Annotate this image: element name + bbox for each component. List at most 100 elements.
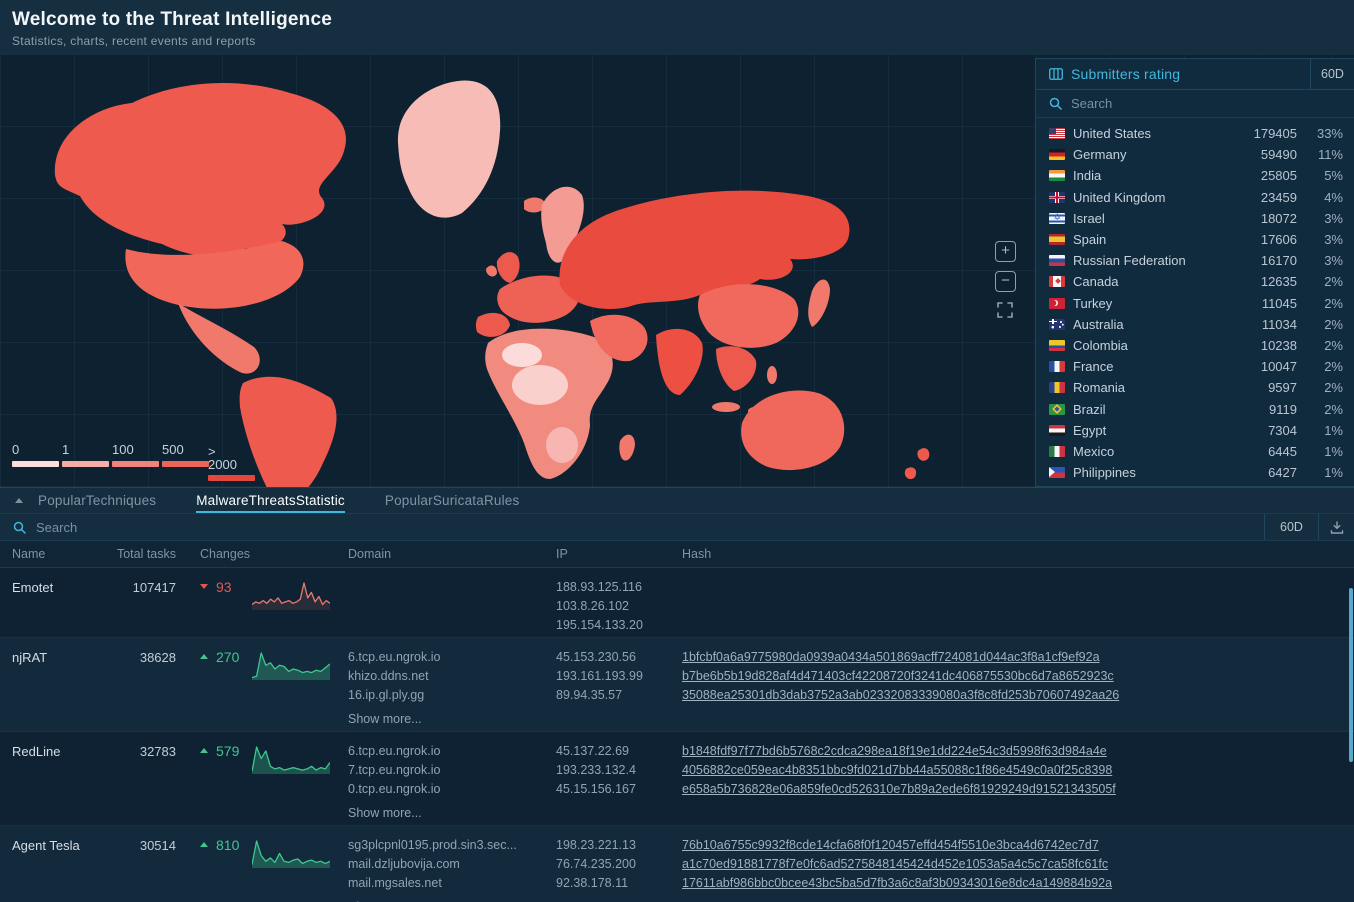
country-row[interactable]: Brazil 9119 2% — [1036, 398, 1354, 419]
map-region-russia[interactable] — [559, 190, 850, 309]
country-name: Israel — [1073, 210, 1105, 226]
country-row[interactable]: United Kingdom 23459 4% — [1036, 187, 1354, 208]
table-row: njRAT 38628 270 6.tcp.eu.ngrok.io khizo.d… — [0, 638, 1354, 732]
map-region-united-kingdom[interactable] — [496, 252, 520, 283]
country-row[interactable]: Egypt 7304 1% — [1036, 420, 1354, 441]
tab-populartechniques[interactable]: PopularTechniques — [38, 493, 157, 508]
ip-list: 45.137.22.69 193.233.132.4 45.15.156.167 — [556, 742, 682, 823]
column-header-domain[interactable]: Domain — [348, 547, 392, 561]
country-row[interactable]: United States 179405 33% — [1036, 123, 1354, 144]
country-row[interactable]: Colombia 10238 2% — [1036, 335, 1354, 356]
submitters-search-input[interactable] — [1071, 96, 1341, 111]
zoom-out-button[interactable]: − — [995, 271, 1016, 292]
hash-link[interactable]: 76b10a6755c9932f8cde14cfa68f0f120457effd… — [682, 838, 1099, 852]
map-region-southern-africa[interactable] — [546, 427, 578, 463]
ip-item: 193.161.193.99 — [556, 669, 643, 683]
malware-name[interactable]: Agent Tesla — [12, 838, 80, 853]
hash-link[interactable]: e658a5b736828e06a859fe0cd526310e7b89a2ed… — [682, 782, 1116, 796]
hash-link[interactable]: 4056882ce059eac4b8351bbc9fd021d7bb44a550… — [682, 763, 1113, 777]
country-count: 25805 — [1260, 168, 1297, 184]
country-name: United States — [1073, 126, 1152, 142]
map-region-ireland[interactable] — [486, 265, 497, 277]
country-row[interactable]: Spain 17606 3% — [1036, 229, 1354, 250]
map-region-india[interactable] — [656, 328, 703, 395]
collapse-toggle[interactable] — [0, 498, 38, 503]
map-region-greenland[interactable] — [397, 80, 501, 218]
table-scrollbar[interactable] — [1349, 588, 1353, 762]
submitters-search[interactable] — [1036, 90, 1354, 118]
country-percent: 3% — [1324, 253, 1343, 269]
malware-name[interactable]: Emotet — [12, 580, 54, 595]
map-region-japan[interactable] — [808, 279, 830, 327]
column-header-hash[interactable]: Hash — [682, 547, 712, 561]
world-map-section[interactable]: 0 1 100 500 > 2000 + − — [0, 55, 1354, 487]
fullscreen-button[interactable] — [996, 301, 1015, 320]
map-region-middle-east[interactable] — [590, 314, 648, 362]
map-region-indonesia[interactable] — [712, 402, 740, 412]
column-header-name[interactable]: Name — [12, 547, 46, 561]
map-region-united-states[interactable] — [125, 241, 304, 309]
hash-link[interactable]: 35088ea25301db3dab3752a3ab02332083339080… — [682, 688, 1120, 702]
submitters-period-selector[interactable]: 60D — [1310, 59, 1354, 89]
map-region-spain[interactable] — [475, 312, 510, 337]
legend-label: 100 — [112, 442, 134, 457]
country-name: United Kingdom — [1073, 189, 1166, 205]
map-region-australia[interactable] — [741, 390, 845, 471]
hash-list: 1bfcbf0a6a9775980da0939a0434a501869acff7… — [682, 648, 1354, 729]
hash-link[interactable]: 1bfcbf0a6a9775980da0939a0434a501869acff7… — [682, 650, 1100, 664]
table-period-selector[interactable]: 60D — [1264, 514, 1318, 540]
trend-down-icon — [200, 584, 208, 589]
ph-flag-icon — [1049, 467, 1065, 479]
country-row[interactable]: Philippines 6427 1% — [1036, 462, 1354, 483]
table-search[interactable] — [0, 514, 1264, 540]
country-percent: 4% — [1324, 189, 1343, 205]
map-region-south-america[interactable] — [239, 376, 337, 487]
country-percent: 2% — [1324, 380, 1343, 396]
column-header-ip[interactable]: IP — [556, 547, 568, 561]
country-row[interactable]: France 10047 2% — [1036, 356, 1354, 377]
country-row[interactable]: Israel 18072 3% — [1036, 208, 1354, 229]
map-region-iceland[interactable] — [524, 197, 546, 213]
country-percent: 1% — [1324, 422, 1343, 438]
country-count: 18072 — [1260, 210, 1297, 226]
map-region-europe[interactable] — [497, 275, 580, 323]
country-row[interactable]: Romania 9597 2% — [1036, 377, 1354, 398]
download-button[interactable] — [1318, 514, 1354, 540]
country-name: Egypt — [1073, 422, 1107, 438]
table-search-input[interactable] — [36, 519, 1264, 535]
tab-malwarethreatsstatistic[interactable]: MalwareThreatsStatistic — [196, 488, 345, 513]
map-region-southeast-asia[interactable] — [716, 346, 757, 391]
hash-link[interactable]: 17611abf986bbc0bcee43bc5ba5d7fb3a6c8af3b… — [682, 876, 1113, 890]
country-row[interactable]: India 25805 5% — [1036, 165, 1354, 186]
country-row[interactable]: Russian Federation 16170 3% — [1036, 250, 1354, 271]
show-more-link[interactable]: Show more... — [348, 712, 422, 726]
country-row[interactable]: Australia 11034 2% — [1036, 314, 1354, 335]
show-more-link[interactable]: Show more... — [348, 898, 556, 902]
zoom-in-button[interactable]: + — [995, 241, 1016, 262]
country-row[interactable]: Mexico 6445 1% — [1036, 441, 1354, 462]
country-row[interactable]: Germany 59490 11% — [1036, 144, 1354, 165]
country-count: 10238 — [1260, 337, 1297, 353]
ip-item: 195.154.133.20 — [556, 618, 643, 632]
country-row[interactable]: Turkey 11045 2% — [1036, 293, 1354, 314]
malware-name[interactable]: njRAT — [12, 650, 48, 665]
tab-popularsuricatarules[interactable]: PopularSuricataRules — [384, 493, 520, 508]
malware-name[interactable]: RedLine — [12, 744, 61, 759]
map-region-philippines[interactable] — [767, 366, 777, 384]
country-row[interactable]: Canada 12635 2% — [1036, 271, 1354, 292]
choropleth-world-map[interactable] — [0, 55, 1040, 487]
column-header-changes[interactable]: Changes — [200, 547, 251, 561]
hash-link[interactable]: b7be6b5b19d828af4d471403cf42208720f3241d… — [682, 669, 1114, 683]
map-region-central-africa[interactable] — [512, 365, 568, 405]
map-region-madagascar[interactable] — [619, 434, 635, 461]
column-header-total-tasks[interactable]: Total tasks — [116, 547, 176, 561]
map-region-west-africa[interactable] — [502, 343, 542, 367]
map-region-china[interactable] — [698, 284, 799, 348]
map-region-canada[interactable] — [54, 82, 346, 257]
show-more-link[interactable]: Show more... — [348, 806, 422, 820]
sparkline — [251, 836, 348, 902]
hash-link[interactable]: b1848fdf97f77bd6b5768c2cdca298ea18f19e1d… — [682, 744, 1107, 758]
map-region-mexico[interactable] — [178, 303, 260, 374]
map-region-new-zealand[interactable] — [904, 448, 930, 480]
hash-link[interactable]: a1c70ed91881778f7e0fc6ad5275848145424d45… — [682, 857, 1109, 871]
